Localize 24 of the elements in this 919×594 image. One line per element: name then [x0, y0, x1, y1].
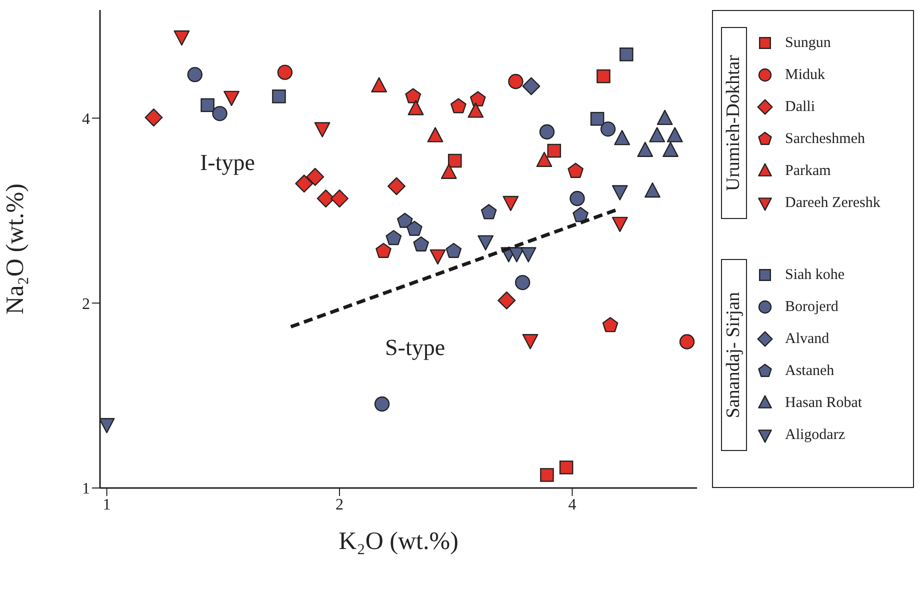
legend-label: Miduk [785, 66, 826, 84]
y-tick-label: 1 [82, 480, 90, 498]
legend-label: Siah kohe [785, 266, 845, 284]
annotation: S-type [385, 335, 446, 361]
text: Urumieh-Dokhtar [723, 54, 745, 192]
annotation: I-type [200, 150, 255, 176]
legend-label: Aligodarz [785, 426, 845, 444]
x-axis-title: K₂O (wt.%) [338, 528, 460, 556]
legend-label: Astaneh [785, 362, 834, 380]
legend-label: Alvand [785, 330, 830, 348]
text: Sanandaj- Sirjan [723, 292, 745, 418]
x-tick-label: 4 [568, 496, 576, 514]
y-tick-label: 4 [82, 110, 90, 128]
legend-label: Dareeh Zereshk [785, 194, 880, 212]
y-tick-label: 2 [82, 296, 90, 313]
x-tick-label: 2 [336, 496, 344, 514]
legend-label: Sarcheshmeh [785, 130, 865, 148]
legend-label: Hasan Robat [785, 394, 862, 412]
x-tick-label: 1 [102, 496, 111, 514]
legend-label: Parkam [785, 162, 831, 180]
legend-label: Borojerd [785, 298, 838, 316]
legend-label: Dalli [785, 98, 815, 116]
y-axis-title: Na₂O (wt.%) [2, 184, 29, 314]
legend-label: Sungun [785, 34, 831, 52]
